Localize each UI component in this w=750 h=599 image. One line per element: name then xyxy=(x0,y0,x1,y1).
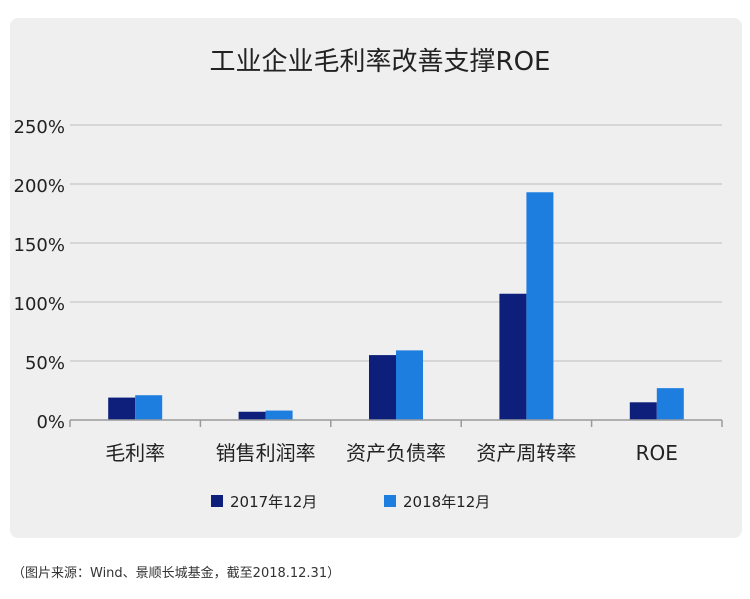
y-tick-label: 250% xyxy=(14,117,65,138)
legend-swatch xyxy=(211,495,223,507)
x-axis xyxy=(69,419,723,427)
x-tick-label: 资产负债率 xyxy=(346,441,446,465)
bar-2018 xyxy=(526,192,554,420)
bars xyxy=(108,192,684,420)
y-tick-label: 100% xyxy=(14,294,65,315)
y-tick-label: 0% xyxy=(36,412,65,433)
bar-2017 xyxy=(238,411,266,420)
chart-panel xyxy=(10,18,742,538)
y-tick-label: 150% xyxy=(14,235,65,256)
x-axis-labels: 毛利率 销售利润率 资产负债率 资产周转率 ROE xyxy=(105,441,678,465)
bar-2017 xyxy=(499,293,527,420)
legend-label: 2017年12月 xyxy=(230,493,317,511)
y-tick-label: 200% xyxy=(14,176,65,197)
x-tick-label: 毛利率 xyxy=(105,441,165,465)
bar-2017 xyxy=(369,355,396,420)
bar-2018 xyxy=(396,350,423,420)
bar-2017 xyxy=(108,397,136,420)
x-tick-label: 资产周转率 xyxy=(476,441,576,465)
x-tick-label: ROE xyxy=(636,441,678,465)
legend-label: 2018年12月 xyxy=(403,493,490,511)
bar-2018 xyxy=(656,388,684,420)
legend: 2017年12月 2018年12月 xyxy=(211,493,490,511)
y-axis-ticks: 0% 50% 100% 150% 200% 250% xyxy=(14,117,65,433)
gridlines xyxy=(70,124,722,362)
chart-title: 工业企业毛利率改善支撑ROE xyxy=(210,47,551,77)
y-tick-label: 50% xyxy=(25,353,65,374)
x-tick-label: 销售利润率 xyxy=(216,441,316,465)
bar-2017 xyxy=(629,402,657,420)
bar-2018 xyxy=(265,410,293,420)
legend-swatch xyxy=(384,495,396,507)
bar-2018 xyxy=(135,395,163,420)
source-note: （图片来源：Wind、景顺长城基金，截至2018.12.31） xyxy=(12,566,341,581)
